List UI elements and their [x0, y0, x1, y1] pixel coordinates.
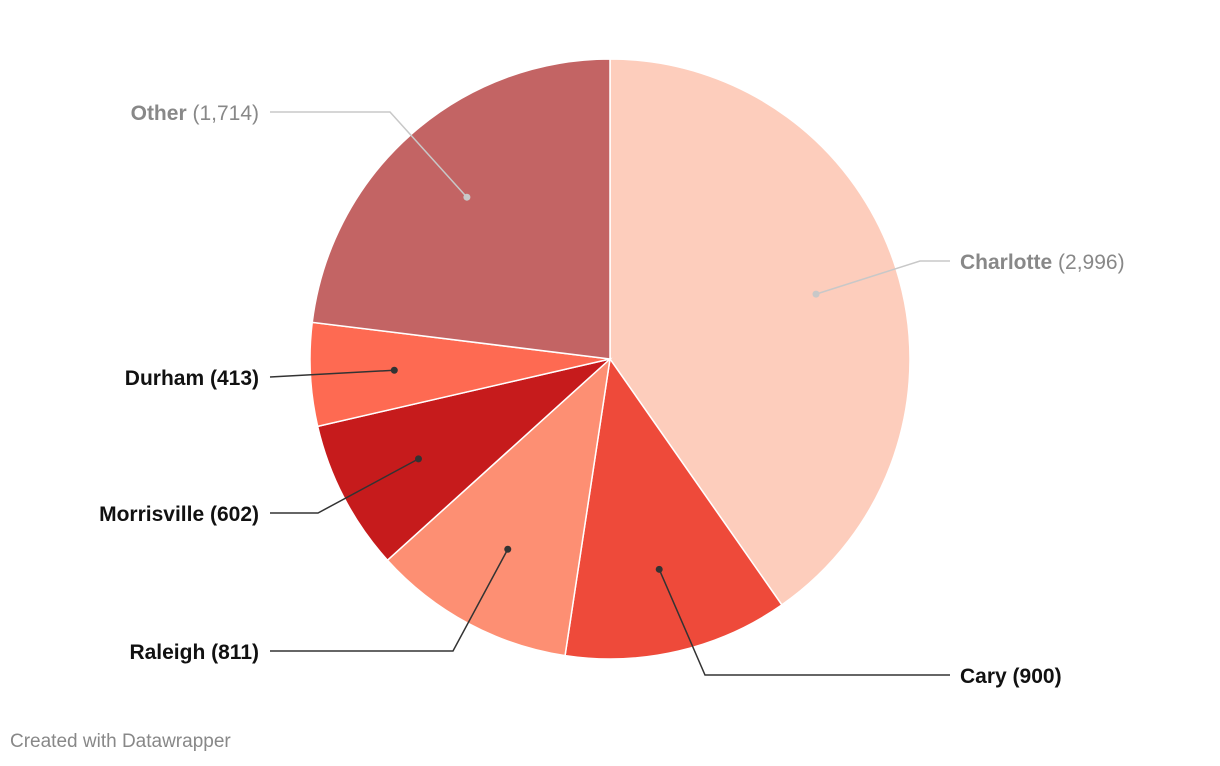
- slice-label-other: Other (1,714): [131, 102, 259, 125]
- slice-label-cary: Cary (900): [960, 665, 1062, 688]
- slice-label-value: (413): [204, 367, 259, 390]
- slice-label-charlotte: Charlotte (2,996): [960, 251, 1125, 274]
- slice-label-name: Morrisville: [99, 503, 204, 526]
- pie-slices: [309, 58, 911, 660]
- slice-label-value: (602): [204, 503, 259, 526]
- leader-line-other: [270, 111, 468, 198]
- slice-label-morrisville: Morrisville (602): [99, 503, 259, 526]
- slice-label-durham: Durham (413): [125, 367, 259, 390]
- pie-slice-morrisville: [316, 357, 613, 562]
- leader-dot-other: [463, 193, 471, 201]
- leader-line-raleigh: [270, 548, 509, 652]
- leader-line-durham: [269, 369, 395, 378]
- leader-dot-durham: [390, 366, 398, 374]
- slice-label-name: Other: [131, 102, 187, 125]
- leader-line-charlotte: [815, 260, 950, 295]
- slice-label-name: Raleigh: [129, 641, 205, 664]
- slice-label-name: Cary: [960, 665, 1007, 688]
- credit-text: Created with Datawrapper: [10, 731, 231, 752]
- leader-line-cary: [658, 569, 950, 676]
- leader-dot-morrisville: [414, 455, 422, 463]
- slice-label-value: (2,996): [1052, 251, 1124, 274]
- slice-label-raleigh: Raleigh (811): [129, 641, 259, 664]
- leader-dot-raleigh: [504, 545, 512, 553]
- leader-dot-charlotte: [812, 290, 820, 298]
- slice-label-value: (900): [1007, 665, 1062, 688]
- slice-label-value: (1,714): [187, 102, 259, 125]
- pie-slice-other: [311, 58, 611, 360]
- leader-dot-cary: [655, 565, 663, 573]
- pie-labels: Charlotte (2,996) Cary (900) Raleigh (811)…: [99, 102, 1124, 688]
- slice-label-value: (811): [205, 641, 259, 664]
- slice-label-name: Charlotte: [960, 251, 1052, 274]
- leader-line-morrisville: [270, 458, 419, 514]
- slice-label-name: Durham: [125, 367, 204, 390]
- pie-slice-cary: [564, 357, 783, 660]
